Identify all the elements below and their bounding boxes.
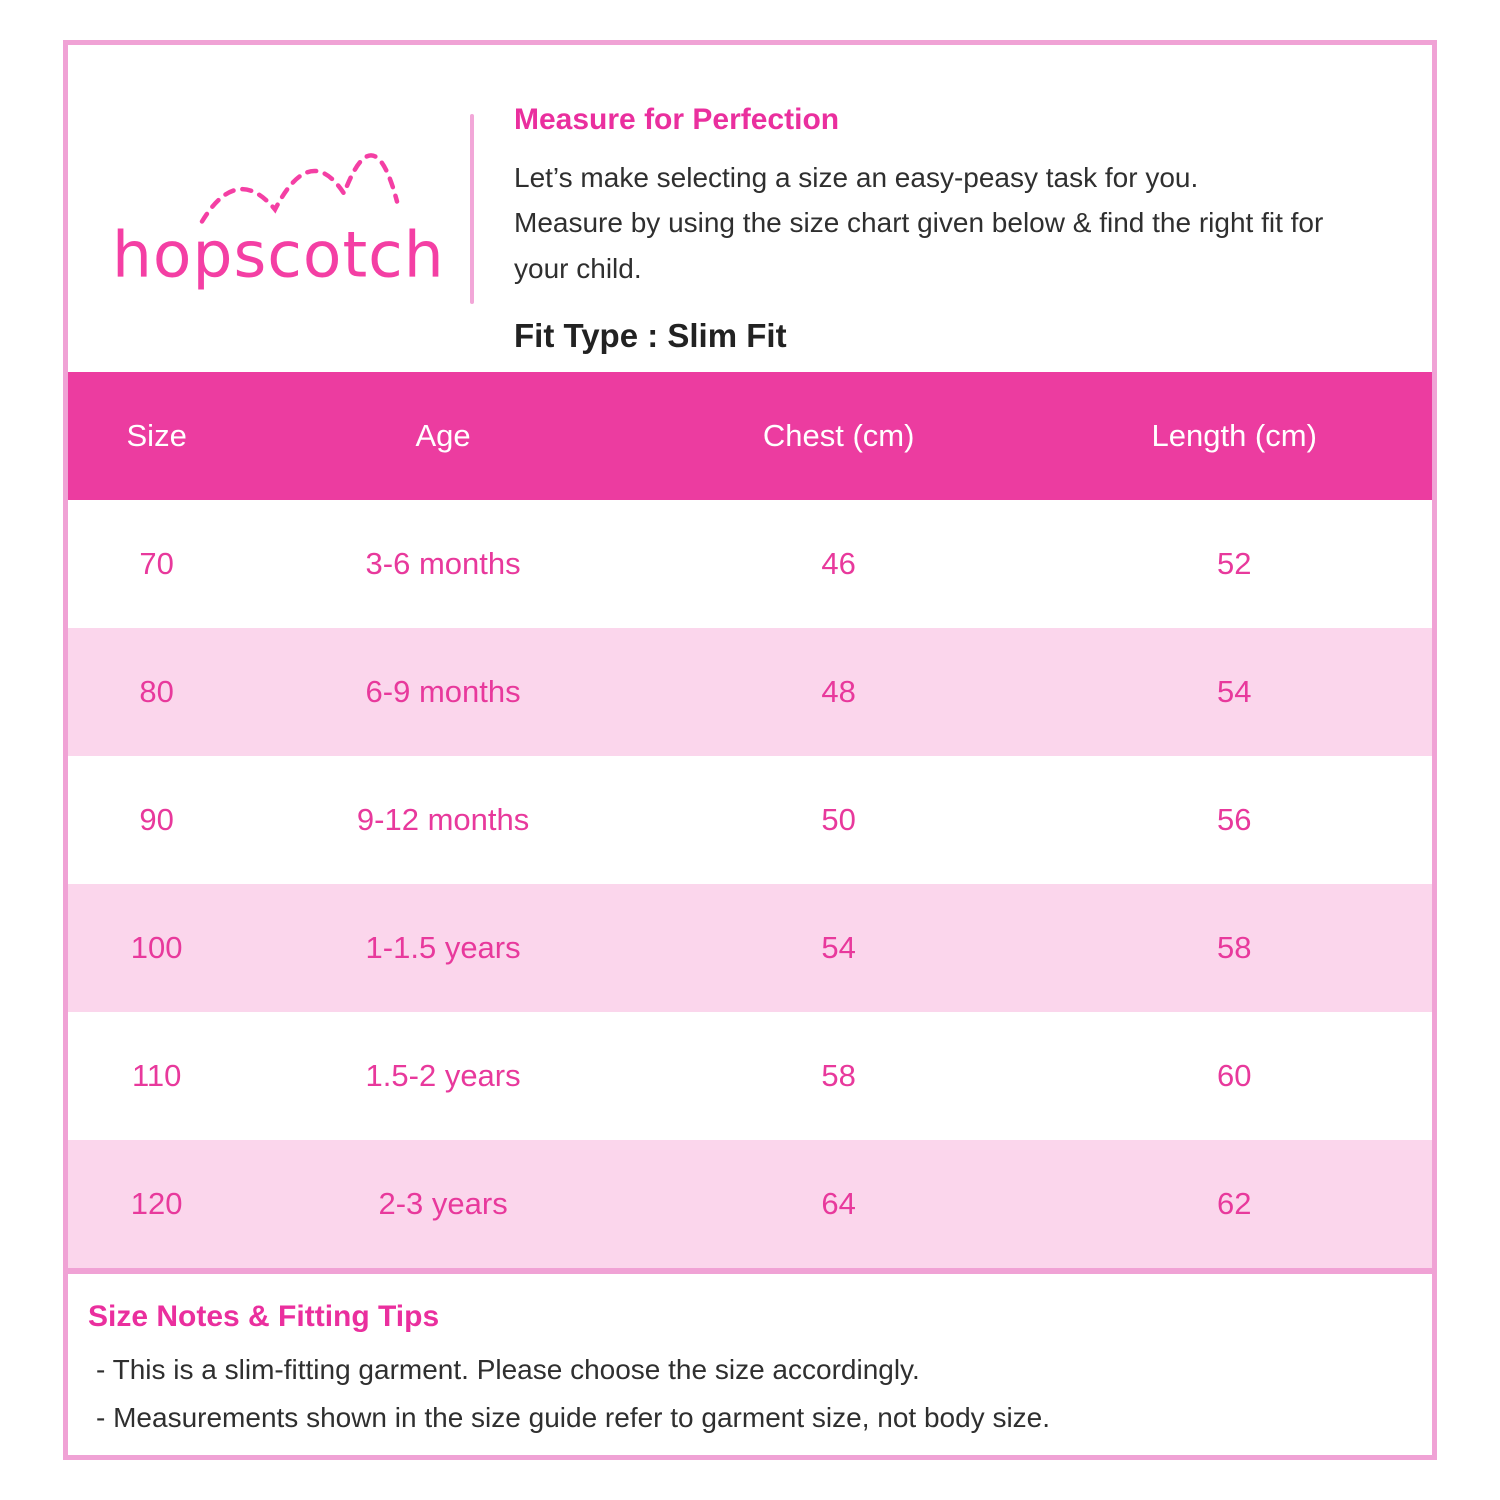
- table-row: 90 9-12 months 50 56: [68, 756, 1432, 884]
- cell-length: 56: [1216, 802, 1252, 837]
- vertical-divider: [470, 113, 474, 304]
- cell-size: 100: [130, 930, 183, 965]
- cell-size: 90: [139, 802, 174, 837]
- table-row: 110 1.5-2 years 58 60: [68, 1012, 1432, 1140]
- table-row: 120 2-3 years 64 62: [68, 1140, 1432, 1268]
- cell-size: 110: [131, 1058, 182, 1093]
- column-header-length: Length (cm): [1036, 372, 1432, 500]
- cell-age: 1-1.5 years: [365, 930, 521, 965]
- cell-size: 70: [139, 546, 174, 581]
- note-item: - This is a slim-fitting garment. Please…: [96, 1354, 920, 1385]
- cell-length: 62: [1216, 1186, 1252, 1221]
- cell-chest: 58: [821, 1058, 856, 1093]
- notes-section: Size Notes & Fitting Tips - This is a sl…: [68, 1268, 1432, 1434]
- brand-logo: hopscotch: [68, 45, 470, 372]
- cell-age: 2-3 years: [378, 1186, 508, 1221]
- note-item: - Measurements shown in the size guide r…: [96, 1402, 1051, 1433]
- header-section: hopscotch Measure for Perfection Let’s m…: [68, 45, 1432, 372]
- hopscotch-logo: hopscotch: [112, 152, 445, 291]
- table-body: 70 3-6 months 46 52 80 6-9 months 48 54 …: [68, 500, 1432, 1268]
- cell-age: 9-12 months: [356, 802, 530, 837]
- cell-age: 1.5-2 years: [365, 1058, 521, 1093]
- cell-chest: 50: [821, 802, 856, 837]
- cell-length: 60: [1216, 1058, 1252, 1093]
- cell-size: 120: [130, 1186, 183, 1221]
- size-guide-card: hopscotch Measure for Perfection Let’s m…: [63, 40, 1437, 1460]
- intro-line-2: Measure by using the size chart given be…: [514, 207, 1324, 284]
- cell-chest: 46: [821, 546, 856, 581]
- intro-line-1: Let’s make selecting a size an easy-peas…: [514, 162, 1199, 193]
- table-row: 80 6-9 months 48 54: [68, 628, 1432, 756]
- cell-chest: 64: [821, 1186, 856, 1221]
- intro-block: Measure for Perfection Let’s make select…: [474, 45, 1432, 372]
- cell-length: 52: [1216, 546, 1252, 581]
- fit-type-label: Fit Type : Slim Fit: [514, 317, 787, 355]
- size-chart-table: Size Age Chest (cm) Length (cm) 70 3-6 m…: [68, 372, 1432, 1268]
- intro-heading: Measure for Perfection: [514, 103, 840, 136]
- table-header: Size Age Chest (cm) Length (cm): [68, 372, 1432, 500]
- cell-length: 54: [1216, 674, 1252, 709]
- table-row: 70 3-6 months 46 52: [68, 500, 1432, 628]
- table-header-row: Size Age Chest (cm) Length (cm): [68, 372, 1432, 500]
- cell-chest: 54: [821, 930, 856, 965]
- column-header-chest: Chest (cm): [640, 372, 1037, 500]
- column-header-size: Size: [68, 372, 246, 500]
- notes-heading: Size Notes & Fitting Tips: [88, 1300, 440, 1333]
- cell-age: 3-6 months: [365, 546, 521, 581]
- logo-wordmark: hopscotch: [112, 218, 445, 291]
- cell-length: 58: [1216, 930, 1252, 965]
- cell-size: 80: [139, 674, 174, 709]
- table-row: 100 1-1.5 years 54 58: [68, 884, 1432, 1012]
- cell-age: 6-9 months: [365, 674, 521, 709]
- column-header-age: Age: [245, 372, 641, 500]
- cell-chest: 48: [821, 674, 856, 709]
- bounce-arcs-icon: [199, 152, 400, 224]
